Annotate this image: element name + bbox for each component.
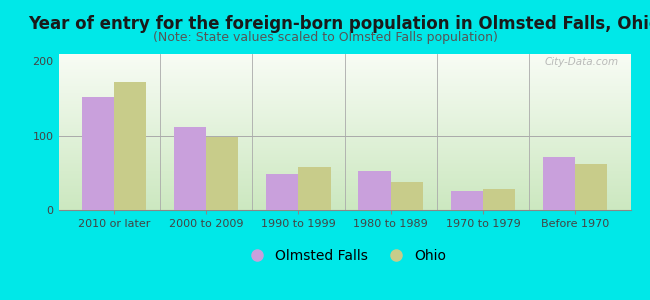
Bar: [450, 191, 483, 210]
Bar: [543, 157, 575, 210]
Bar: [358, 171, 391, 210]
Bar: [81, 97, 114, 210]
Bar: [575, 164, 608, 210]
Title: Year of entry for the foreign-born population in Olmsted Falls, Ohio: Year of entry for the foreign-born popul…: [29, 15, 650, 33]
Bar: [298, 167, 331, 210]
Bar: [206, 137, 239, 210]
Bar: [174, 127, 206, 210]
Text: City-Data.com: City-Data.com: [545, 57, 619, 67]
Bar: [483, 189, 515, 210]
Text: (Note: State values scaled to Olmsted Falls population): (Note: State values scaled to Olmsted Fa…: [153, 32, 497, 44]
Bar: [266, 174, 298, 210]
Bar: [114, 82, 146, 210]
Legend: Olmsted Falls, Ohio: Olmsted Falls, Ohio: [238, 244, 451, 268]
Bar: [391, 182, 423, 210]
